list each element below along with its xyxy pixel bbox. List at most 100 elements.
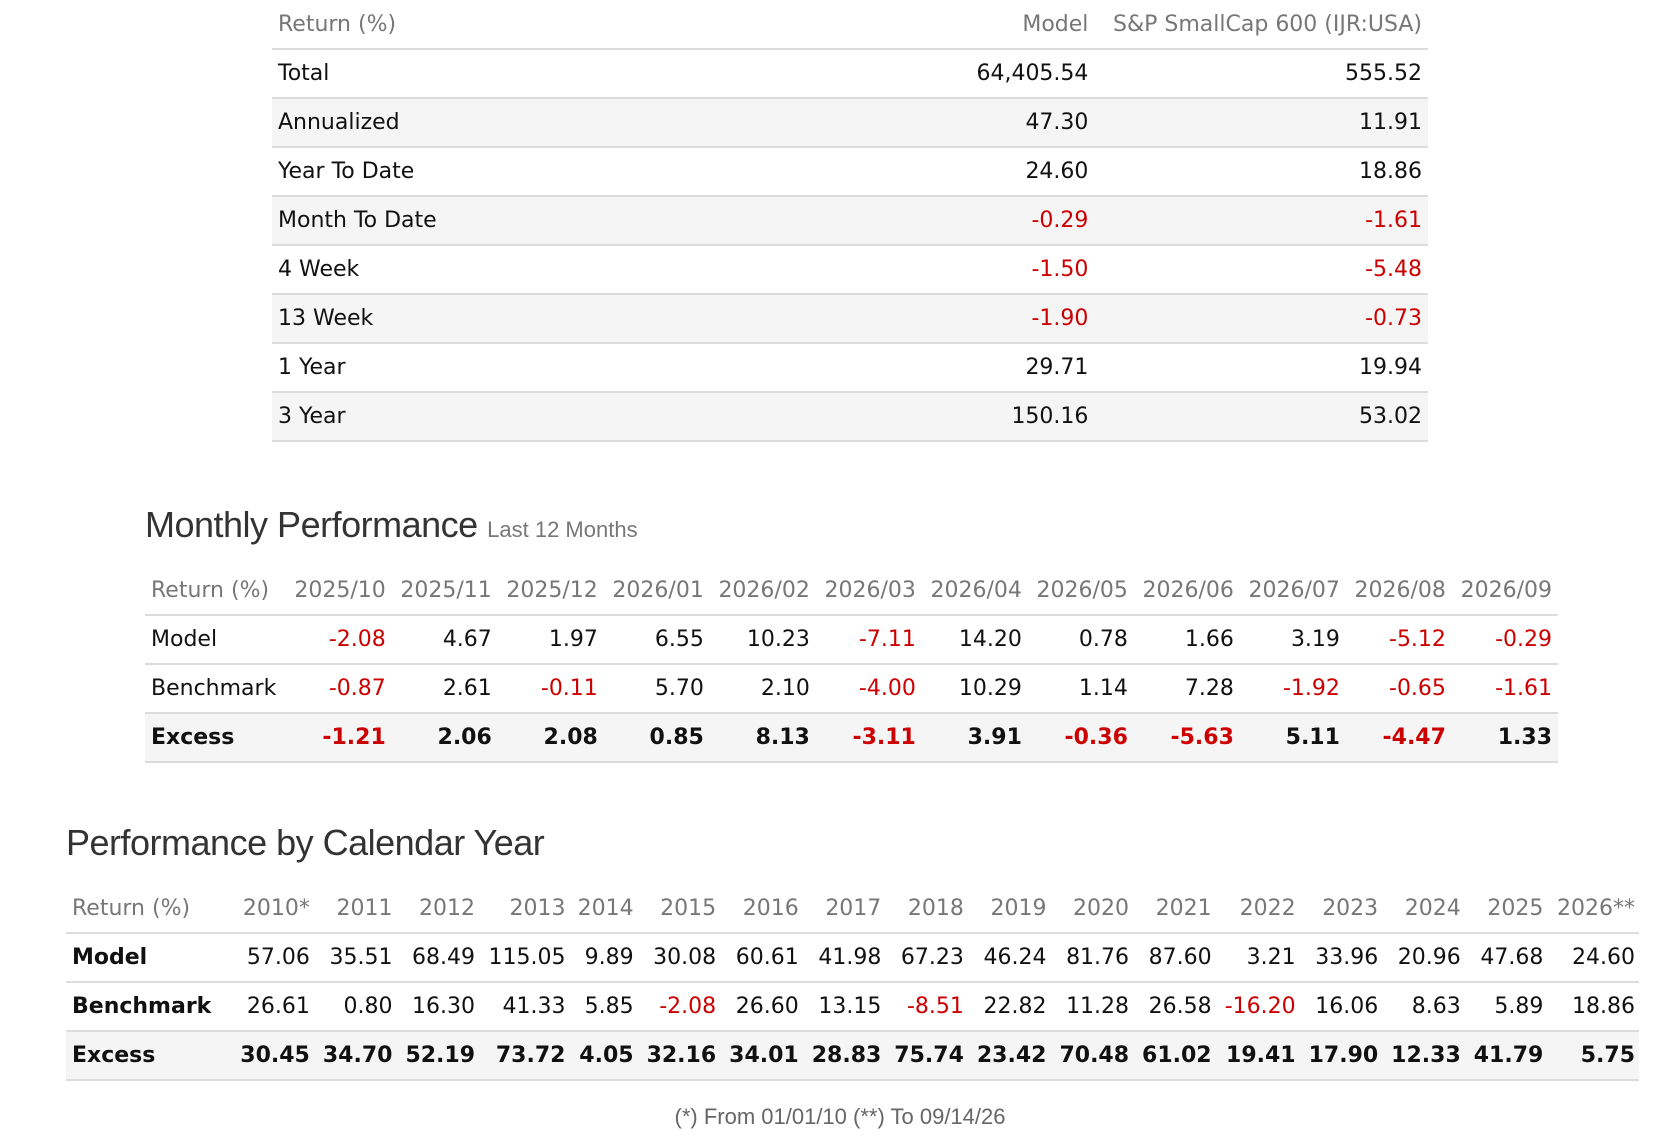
monthly-row-label: Model [145, 615, 286, 665]
summary-header-model: Model [965, 0, 1095, 50]
monthly-value: 3.19 [1239, 615, 1346, 665]
summary-header-row: Return (%) Model S&P SmallCap 600 (IJR:U… [272, 0, 1428, 50]
summary-benchmark-value: 555.52 [1094, 49, 1428, 99]
summary-model-value: 150.16 [965, 392, 1095, 442]
summary-body: Total 64,405.54 555.52 Annualized 47.30 11.91… [272, 49, 1428, 442]
summary-row: Annualized 47.30 11.91 [272, 98, 1428, 148]
monthly-header-column: 2026/07 [1239, 566, 1346, 616]
summary-benchmark-value: 53.02 [1094, 392, 1428, 442]
summary-row-label: Year To Date [272, 147, 966, 197]
monthly-row-benchmark: Benchmark -0.87 2.61 -0.11 5.70 2.10 -4.00 10.2… [145, 664, 1558, 714]
calendar-body: Model 57.06 35.51 68.49 115.05 9.89 30.08 60.61… [66, 933, 1639, 1081]
monthly-header-column: 2025/11 [391, 566, 498, 616]
calendar-value: 20.96 [1382, 933, 1465, 983]
calendar-row-label: Excess [66, 1031, 232, 1081]
calendar-value: 73.72 [479, 1031, 570, 1081]
monthly-row-model: Model -2.08 4.67 1.97 6.55 10.23 -7.11 14.20 0.7… [145, 615, 1558, 665]
calendar-value: 11.28 [1050, 982, 1134, 1032]
monthly-value: 2.61 [391, 664, 498, 714]
calendar-header-column: 2016 [720, 884, 803, 934]
summary-benchmark-value: 18.86 [1094, 147, 1428, 197]
monthly-value: 2.08 [497, 713, 604, 763]
monthly-value: -4.00 [815, 664, 922, 714]
monthly-value: -1.21 [285, 713, 392, 763]
calendar-header-column: 2018 [885, 884, 968, 934]
summary-benchmark-value: 11.91 [1094, 98, 1428, 148]
monthly-value: -2.08 [285, 615, 392, 665]
calendar-value: 115.05 [479, 933, 570, 983]
monthly-performance-table: Return (%) 2025/10 2025/11 2025/12 2026/01 2… [145, 566, 1558, 763]
monthly-value: -0.29 [1451, 615, 1558, 665]
calendar-value: 57.06 [231, 933, 314, 983]
summary-benchmark-value: -1.61 [1094, 196, 1428, 246]
calendar-value: 3.21 [1215, 933, 1300, 983]
calendar-value: 34.01 [720, 1031, 803, 1081]
calendar-header-column: 2012 [396, 884, 480, 934]
monthly-header-column: 2026/06 [1133, 566, 1240, 616]
calendar-value: 46.24 [967, 933, 1051, 983]
monthly-header-column: 2025/12 [497, 566, 604, 616]
monthly-value: 1.14 [1027, 664, 1134, 714]
calendar-header-column: 2011 [313, 884, 397, 934]
summary-model-value: 64,405.54 [965, 49, 1095, 99]
monthly-value: 2.10 [709, 664, 816, 714]
monthly-value: -0.36 [1027, 713, 1134, 763]
summary-row-label: Total [272, 49, 966, 99]
monthly-performance-title: Monthly Performance Last 12 Months [145, 504, 638, 546]
calendar-value: 30.08 [637, 933, 721, 983]
calendar-value: 26.61 [231, 982, 314, 1032]
calendar-value: 33.96 [1299, 933, 1383, 983]
calendar-value: 32.16 [637, 1031, 721, 1081]
monthly-value: 3.91 [921, 713, 1028, 763]
monthly-value: -7.11 [815, 615, 922, 665]
calendar-value: 23.42 [967, 1031, 1051, 1081]
calendar-value: 52.19 [396, 1031, 480, 1081]
calendar-header-column: 2017 [802, 884, 886, 934]
monthly-value: 14.20 [921, 615, 1028, 665]
calendar-header-column: 2010* [231, 884, 314, 934]
calendar-value: 0.80 [313, 982, 397, 1032]
monthly-value: 1.97 [497, 615, 604, 665]
summary-row: Year To Date 24.60 18.86 [272, 147, 1428, 197]
calendar-value: -2.08 [637, 982, 721, 1032]
calendar-header-column: 2025 [1464, 884, 1548, 934]
summary-row-label: 3 Year [272, 392, 966, 442]
summary-row: Month To Date -0.29 -1.61 [272, 196, 1428, 246]
calendar-header-column: 2026** [1547, 884, 1639, 934]
monthly-row-label: Benchmark [145, 664, 286, 714]
calendar-value: 30.45 [231, 1031, 314, 1081]
calendar-value: 17.90 [1299, 1031, 1383, 1081]
calendar-header-column: 2019 [967, 884, 1051, 934]
monthly-value: 10.23 [709, 615, 816, 665]
calendar-header-column: 2024 [1382, 884, 1465, 934]
summary-row: 3 Year 150.16 53.02 [272, 392, 1428, 442]
monthly-value: 1.66 [1133, 615, 1240, 665]
summary-model-value: 29.71 [965, 343, 1095, 393]
calendar-value: 26.58 [1133, 982, 1216, 1032]
summary-row: 1 Year 29.71 19.94 [272, 343, 1428, 393]
summary-row: Total 64,405.54 555.52 [272, 49, 1428, 99]
monthly-value: 5.70 [603, 664, 710, 714]
calendar-value: 75.74 [885, 1031, 968, 1081]
monthly-value: -0.11 [497, 664, 604, 714]
monthly-body: Model -2.08 4.67 1.97 6.55 10.23 -7.11 14.20 0.7… [145, 615, 1558, 763]
return-summary-table: Return (%) Model S&P SmallCap 600 (IJR:U… [272, 0, 1428, 442]
monthly-value: 8.13 [709, 713, 816, 763]
calendar-value: 19.41 [1215, 1031, 1300, 1081]
calendar-header-column: 2014 [569, 884, 638, 934]
monthly-value: -5.12 [1345, 615, 1452, 665]
calendar-header-column: 2015 [637, 884, 721, 934]
monthly-row-excess: Excess -1.21 2.06 2.08 0.85 8.13 -3.11 3.91 -0.3… [145, 713, 1558, 763]
calendar-value: 5.75 [1547, 1031, 1639, 1081]
monthly-header-column: 2026/01 [603, 566, 710, 616]
calendar-year-table: Return (%) 2010* 2011 2012 2013 2014 2015 2016… [66, 884, 1639, 1081]
calendar-value: 87.60 [1133, 933, 1216, 983]
calendar-value: 67.23 [885, 933, 968, 983]
calendar-value: 28.83 [802, 1031, 886, 1081]
monthly-header-column: 2026/03 [815, 566, 922, 616]
monthly-value: -1.92 [1239, 664, 1346, 714]
monthly-header-column: 2025/10 [285, 566, 392, 616]
summary-benchmark-value: -0.73 [1094, 294, 1428, 344]
calendar-value: 41.33 [479, 982, 570, 1032]
calendar-header-column: 2020 [1050, 884, 1134, 934]
